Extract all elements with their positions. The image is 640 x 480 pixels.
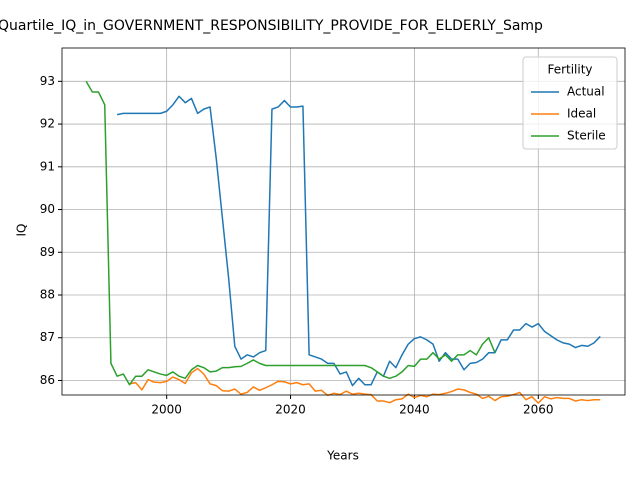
y-tick-label: 90 [40,202,55,216]
legend-label: Sterile [567,129,606,143]
x-tick-label: 2040 [399,403,430,417]
legend-label: Actual [567,85,605,99]
x-tick-label: 2000 [151,403,182,417]
y-tick-label: 91 [40,159,55,173]
chart-title: Quartile_IQ_in_GOVERNMENT_RESPONSIBILITY… [0,18,543,34]
x-tick-label: 2060 [523,403,554,417]
legend-box [522,56,618,150]
y-tick-label: 93 [40,74,55,88]
y-tick-label: 86 [40,373,55,387]
plot-frame [61,47,626,396]
series-line [116,95,601,387]
legend-label: Ideal [567,107,596,121]
x-tick-label: 2020 [275,403,306,417]
x-axis-label: Years [326,449,359,463]
y-axis-label: IQ [15,224,29,237]
y-tick-label: 87 [40,330,55,344]
series-line [129,367,601,404]
legend-title: Fertility [547,63,592,77]
y-tick-label: 88 [40,288,55,302]
series-line [85,80,496,386]
y-tick-label: 92 [40,117,55,131]
y-tick-label: 89 [40,245,55,259]
